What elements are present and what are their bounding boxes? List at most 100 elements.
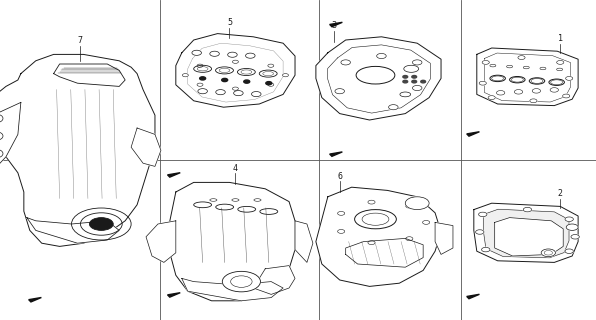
Polygon shape [0,102,21,170]
Ellipse shape [507,65,513,68]
Circle shape [405,197,429,210]
Ellipse shape [216,67,234,74]
Circle shape [244,80,250,83]
Ellipse shape [356,67,395,84]
Ellipse shape [260,209,278,214]
Circle shape [571,235,579,239]
Polygon shape [435,222,453,254]
Ellipse shape [0,132,3,140]
Circle shape [197,83,203,86]
Polygon shape [474,203,578,262]
Circle shape [192,50,201,55]
Circle shape [389,105,398,110]
Text: 7: 7 [78,36,83,45]
Polygon shape [330,152,342,156]
Circle shape [412,80,417,83]
Circle shape [335,89,344,94]
Circle shape [488,96,495,100]
Text: 6: 6 [337,172,342,181]
Circle shape [246,53,255,58]
Circle shape [222,271,260,292]
Circle shape [563,94,570,98]
Circle shape [268,64,274,67]
Polygon shape [131,128,161,166]
Circle shape [565,217,573,221]
Circle shape [197,64,203,67]
Ellipse shape [549,79,564,85]
Polygon shape [27,218,119,243]
Ellipse shape [529,78,545,84]
Circle shape [518,56,525,60]
Circle shape [368,200,375,204]
Circle shape [566,76,573,80]
Polygon shape [483,209,569,258]
Circle shape [216,90,225,95]
Polygon shape [167,173,180,177]
Text: 4: 4 [233,164,238,173]
Circle shape [412,60,422,65]
Ellipse shape [557,68,563,71]
Polygon shape [146,221,176,262]
Ellipse shape [523,66,529,69]
Text: 2: 2 [558,189,563,198]
Ellipse shape [540,67,546,70]
Circle shape [479,212,487,217]
Ellipse shape [490,75,505,82]
Polygon shape [477,48,578,106]
Ellipse shape [490,64,496,67]
Circle shape [412,76,417,78]
Polygon shape [467,132,479,136]
Circle shape [530,99,537,103]
Circle shape [406,237,413,241]
Circle shape [283,74,288,77]
Circle shape [541,249,555,257]
Circle shape [368,241,375,244]
Ellipse shape [0,150,3,158]
Polygon shape [167,293,180,297]
Circle shape [266,82,272,85]
Polygon shape [346,238,423,267]
Circle shape [496,91,505,95]
Circle shape [482,247,490,252]
Circle shape [566,224,578,230]
Circle shape [406,204,413,208]
Circle shape [550,88,558,92]
Polygon shape [253,266,295,294]
Circle shape [421,80,426,83]
Ellipse shape [403,65,418,72]
Circle shape [228,52,237,57]
Circle shape [482,60,489,64]
Polygon shape [54,64,125,86]
Ellipse shape [194,202,212,208]
Circle shape [403,76,408,78]
Circle shape [403,80,408,83]
Ellipse shape [355,210,396,229]
Ellipse shape [194,65,212,72]
Circle shape [252,92,261,97]
Circle shape [514,90,523,94]
Circle shape [200,77,206,80]
Polygon shape [495,218,563,256]
Circle shape [423,220,430,224]
Circle shape [89,218,113,230]
Polygon shape [316,37,441,120]
Circle shape [210,51,219,56]
Circle shape [234,91,243,96]
Circle shape [412,85,422,91]
Polygon shape [295,221,313,262]
Circle shape [232,60,238,63]
Ellipse shape [510,76,525,83]
Ellipse shape [0,115,3,123]
Polygon shape [316,187,441,286]
Polygon shape [170,182,295,301]
Polygon shape [330,22,342,27]
Ellipse shape [400,92,411,97]
Polygon shape [29,298,41,302]
Text: 5: 5 [227,18,232,27]
Circle shape [476,230,484,234]
Ellipse shape [237,68,255,76]
Ellipse shape [216,204,234,210]
Circle shape [341,60,350,65]
Circle shape [557,60,564,64]
Circle shape [268,83,274,86]
